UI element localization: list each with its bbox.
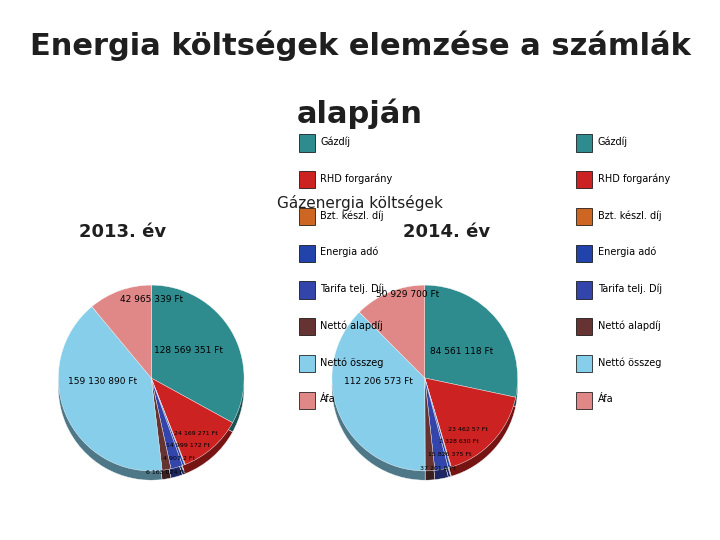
Wedge shape xyxy=(151,294,244,432)
Text: Áfa: Áfa xyxy=(320,394,336,404)
Text: 128 569 351 Ft: 128 569 351 Ft xyxy=(154,346,223,355)
Text: Energia költségek elemzése a számlák: Energia költségek elemzése a számlák xyxy=(30,30,690,60)
Wedge shape xyxy=(151,378,185,465)
Text: 159 130 890 Ft: 159 130 890 Ft xyxy=(68,377,138,386)
Wedge shape xyxy=(332,312,425,471)
Text: 50 929 700 Ft: 50 929 700 Ft xyxy=(377,290,440,299)
Wedge shape xyxy=(425,378,516,467)
Wedge shape xyxy=(332,321,425,480)
Wedge shape xyxy=(151,387,182,478)
Text: 24 169 271 Ft: 24 169 271 Ft xyxy=(174,431,217,436)
Wedge shape xyxy=(425,378,435,471)
Text: 6 163 024 Ft: 6 163 024 Ft xyxy=(146,470,186,475)
Text: Tarifa telj. Díj: Tarifa telj. Díj xyxy=(598,284,662,294)
Wedge shape xyxy=(359,294,425,387)
Wedge shape xyxy=(425,387,451,477)
Text: alapján: alapján xyxy=(297,98,423,129)
Wedge shape xyxy=(151,378,184,465)
Text: Bzt. készl. díj: Bzt. készl. díj xyxy=(598,210,661,221)
Wedge shape xyxy=(425,387,435,480)
Wedge shape xyxy=(151,387,185,474)
Text: RHD forgarány: RHD forgarány xyxy=(598,173,670,184)
Text: Nettó alapdíj: Nettó alapdíj xyxy=(320,320,383,331)
Text: 4 907 2 Ft: 4 907 2 Ft xyxy=(163,456,195,461)
Text: Nettó összeg: Nettó összeg xyxy=(598,357,661,368)
Wedge shape xyxy=(151,378,233,464)
Text: RHD forgarány: RHD forgarány xyxy=(320,173,392,184)
Wedge shape xyxy=(58,316,162,480)
Wedge shape xyxy=(151,387,233,474)
Text: 84 561 118 Ft: 84 561 118 Ft xyxy=(431,347,494,356)
Text: 15 826 375 Ft: 15 826 375 Ft xyxy=(428,451,472,457)
Text: 112 206 573 Ft: 112 206 573 Ft xyxy=(344,377,413,386)
Text: Gázdíj: Gázdíj xyxy=(598,137,628,147)
Text: Energia adó: Energia adó xyxy=(320,247,379,258)
Wedge shape xyxy=(151,387,184,475)
Wedge shape xyxy=(425,387,449,480)
Text: Nettó összeg: Nettó összeg xyxy=(320,357,384,368)
Text: Nettó alapdíj: Nettó alapdíj xyxy=(598,320,660,331)
Wedge shape xyxy=(92,294,151,387)
Text: Gázdíj: Gázdíj xyxy=(320,137,351,147)
Text: Gázenergia költségek: Gázenergia költségek xyxy=(277,195,443,211)
Text: 2 328 630 Ft: 2 328 630 Ft xyxy=(439,438,479,444)
Wedge shape xyxy=(359,285,425,378)
Wedge shape xyxy=(151,387,171,480)
Text: 14 999 172 Ft: 14 999 172 Ft xyxy=(166,443,210,448)
Wedge shape xyxy=(151,378,171,470)
Wedge shape xyxy=(425,387,516,476)
Text: Bzt. készl. díj: Bzt. készl. díj xyxy=(320,210,384,221)
Text: 23 462 57 Ft: 23 462 57 Ft xyxy=(448,427,487,431)
Wedge shape xyxy=(425,378,451,468)
Wedge shape xyxy=(58,307,162,471)
Wedge shape xyxy=(425,294,518,407)
Wedge shape xyxy=(425,378,451,467)
Wedge shape xyxy=(425,387,451,476)
Text: 37 201 0 Ft: 37 201 0 Ft xyxy=(420,465,456,471)
Text: Tarifa telj. Díj: Tarifa telj. Díj xyxy=(320,284,384,294)
Text: Energia adó: Energia adó xyxy=(598,247,656,258)
Wedge shape xyxy=(425,285,518,397)
Text: 42 965 339 Ft: 42 965 339 Ft xyxy=(120,295,183,305)
Wedge shape xyxy=(151,285,244,423)
Text: 2013. év: 2013. év xyxy=(78,222,166,241)
Text: Áfa: Áfa xyxy=(598,394,613,404)
Wedge shape xyxy=(92,285,151,378)
Text: 2014. év: 2014. év xyxy=(402,222,490,241)
Wedge shape xyxy=(151,378,182,469)
Wedge shape xyxy=(425,378,449,470)
